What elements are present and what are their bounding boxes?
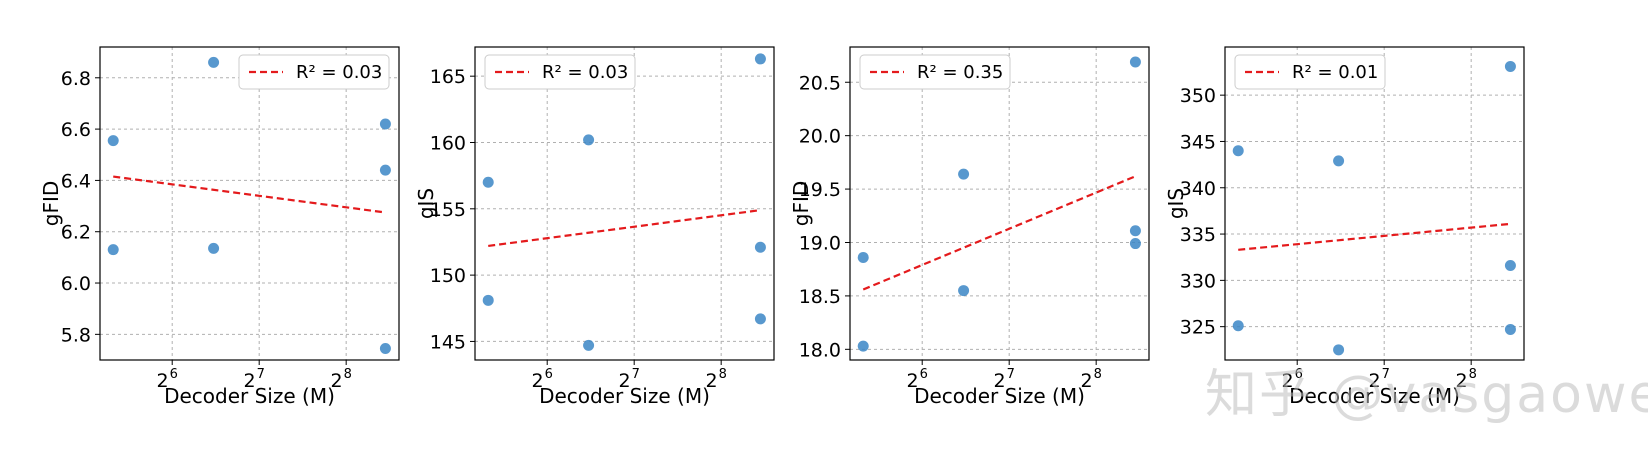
y-tick-label: 20.5 [799,72,841,94]
data-point [1504,260,1516,272]
regression-line [113,175,386,214]
data-point [208,56,220,68]
y-tick-label: 150 [430,265,466,287]
data-point [1333,344,1345,356]
data-point [583,134,595,146]
y-tick-label: 18.0 [799,339,841,361]
y-tick-label: 6.8 [61,68,91,90]
data-point [1129,225,1141,237]
y-tick-label: 6.4 [61,170,91,192]
y-tick-label: 18.5 [799,286,841,308]
y-tick-label: 340 [1180,178,1216,200]
data-point [1333,155,1345,167]
x-tick-label: 28 [330,367,351,392]
data-point [379,118,391,130]
data-point [379,342,391,354]
regression-line [488,209,761,248]
x-axis-label: Decoder Size (M) [164,384,335,408]
y-tick-label: 335 [1180,224,1216,246]
legend: R² = 0.01 [1234,54,1386,90]
legend-box [1234,54,1386,90]
legend: R² = 0.03 [484,54,636,90]
x-tick-label: 27 [244,367,265,392]
y-tick-label: 6.2 [61,222,91,244]
regression-line [1238,222,1511,251]
x-tick-label: 28 [1455,367,1476,392]
data-point [208,242,220,254]
data-point [1504,323,1516,335]
data-point [482,294,494,306]
x-axis-label: Decoder Size (M) [539,384,710,408]
x-tick-label: 26 [157,367,178,392]
x-axis-label: Decoder Size (M) [1289,384,1460,408]
data-point [958,285,970,297]
legend-label: R² = 0.01 [1292,62,1378,83]
x-tick-label: 26 [907,367,928,392]
data-point [754,313,766,325]
data-point [1129,56,1141,68]
plot-frame [99,46,400,361]
legend-box [859,54,1011,90]
x-tick-label: 27 [994,367,1015,392]
legend-box [484,54,636,90]
data-point [482,176,494,188]
y-tick-label: 350 [1180,85,1216,107]
legend-label: R² = 0.35 [917,62,1003,83]
data-point [958,168,970,180]
y-tick-label: 165 [430,66,466,88]
data-point [857,251,869,263]
y-tick-label: 6.6 [61,119,91,141]
plot-frame [849,46,1150,361]
data-point [754,241,766,253]
plot-frame [474,46,775,361]
x-tick-label: 28 [705,367,726,392]
y-tick-label: 19.5 [799,179,841,201]
regression-line [862,175,1136,291]
y-axis-label: gFID [789,181,813,227]
y-tick-label: 145 [430,331,466,353]
data-point [1232,145,1244,157]
y-tick-label: 20.0 [799,126,841,148]
data-point [754,53,766,65]
y-axis-label: gIS [1164,188,1188,219]
data-point [1504,60,1516,72]
data-point [857,340,869,352]
y-tick-label: 330 [1180,270,1216,292]
y-tick-label: 345 [1180,131,1216,153]
plot-frame [1224,46,1525,361]
y-tick-label: 160 [430,132,466,154]
y-tick-label: 325 [1180,317,1216,339]
x-tick-label: 27 [1369,367,1390,392]
legend: R² = 0.35 [859,54,1011,90]
data-point [583,339,595,351]
data-point [1129,238,1141,250]
data-point [107,135,119,147]
y-tick-label: 19.0 [799,232,841,254]
legend-box [238,54,390,90]
y-tick-label: 155 [430,199,466,221]
x-tick-label: 26 [1282,367,1303,392]
y-axis-label: gIS [414,188,438,219]
x-tick-label: 27 [619,367,640,392]
y-tick-label: 5.8 [61,324,91,346]
x-tick-label: 28 [1080,367,1101,392]
legend-label: R² = 0.03 [542,62,628,83]
y-tick-label: 6.0 [61,273,91,295]
data-point [107,244,119,256]
x-axis-label: Decoder Size (M) [914,384,1085,408]
legend: R² = 0.03 [238,54,390,90]
data-point [379,164,391,176]
legend-label: R² = 0.03 [296,62,382,83]
data-point [1232,320,1244,332]
x-tick-label: 26 [532,367,553,392]
y-axis-label: gFID [39,181,63,227]
